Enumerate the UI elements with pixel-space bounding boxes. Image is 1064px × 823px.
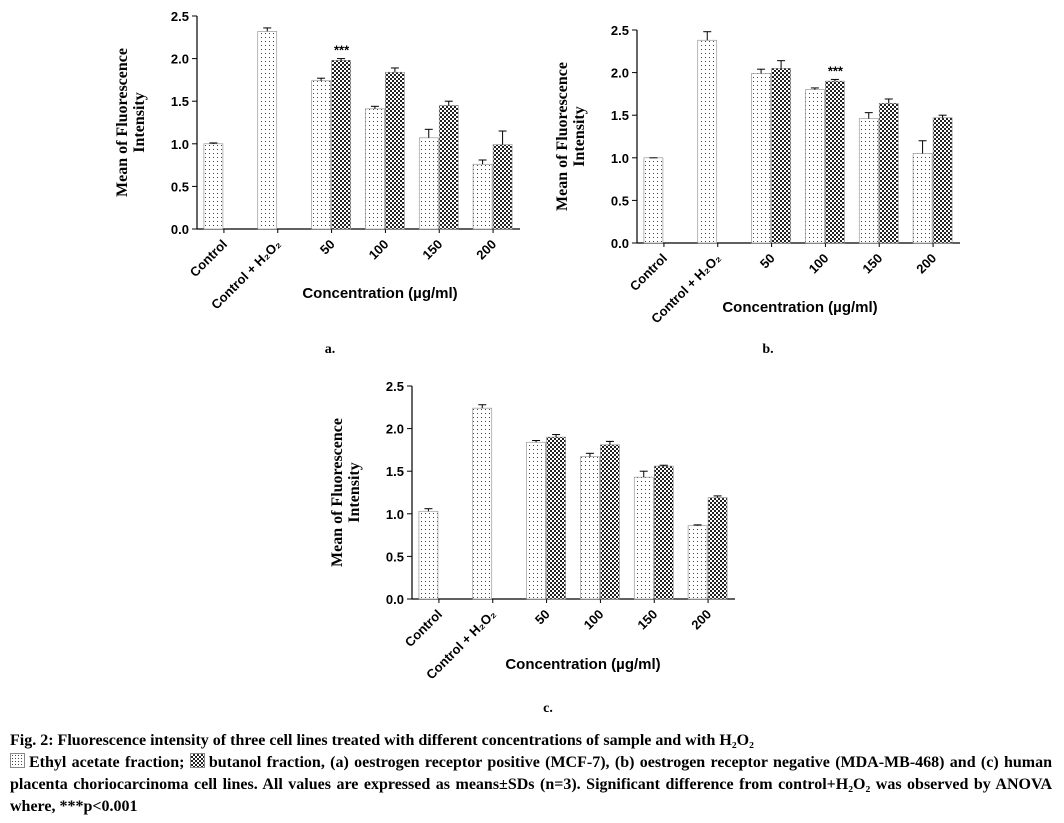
y-tick-label: 1.0: [611, 151, 629, 166]
x-tick-label: 200: [688, 607, 714, 633]
x-tick-label: 100: [581, 607, 607, 633]
caption: Fig. 2: Fluorescence intensity of three …: [10, 730, 1052, 818]
caption-text: , (a) oestrogen receptor positive (MCF-7…: [10, 754, 1053, 815]
y-tick-label: 0.5: [171, 179, 189, 194]
bar: [472, 163, 493, 230]
bar: [492, 144, 513, 230]
y-tick-label: 0.0: [611, 236, 629, 251]
x-tick-label: 200: [473, 237, 499, 263]
bar: [365, 108, 385, 230]
legend-label: butanol fraction: [208, 754, 321, 771]
x-tick-label: Control: [187, 237, 230, 280]
y-tick-label: 1.5: [386, 464, 404, 479]
bar: [653, 465, 674, 600]
bar: [257, 31, 278, 230]
x-tick-label: 50: [532, 607, 553, 628]
y-tick-label: 1.0: [171, 137, 189, 152]
caption-separator: ;: [179, 754, 185, 771]
annotation: ***: [334, 43, 350, 58]
y-axis-label: Mean of Fluorescence: [329, 418, 346, 567]
bar: [633, 476, 654, 600]
y-tick-label: 2.0: [386, 422, 404, 437]
y-axis-label: Mean of Fluorescence: [554, 62, 571, 211]
x-axis-label: Concentration (µg/ml): [505, 656, 660, 673]
y-tick-label: 0.0: [171, 222, 189, 237]
y-tick-label: 2.5: [611, 23, 629, 38]
annotation: ***: [828, 63, 844, 78]
y-tick-label: 0.5: [386, 549, 404, 564]
bar: [912, 153, 933, 244]
bar: [858, 118, 879, 244]
x-tick-label: 150: [859, 251, 885, 277]
y-tick-label: 2.5: [171, 9, 189, 24]
y-tick-label: 1.5: [171, 94, 189, 109]
bar: [751, 73, 771, 244]
panel-label: c.: [543, 701, 553, 716]
bar: [203, 143, 224, 230]
bar: [385, 71, 405, 230]
x-tick-label: 100: [366, 237, 392, 263]
legend-swatch: [10, 753, 25, 768]
y-tick-label: 2.0: [611, 66, 629, 81]
bar: [580, 456, 600, 600]
bar: [546, 436, 566, 600]
bar: [932, 117, 953, 244]
bar: [687, 525, 708, 600]
bar: [526, 441, 546, 600]
caption-body: Ethyl acetate fraction; butanol fraction…: [10, 752, 1052, 818]
bar: [600, 444, 620, 600]
bar: [825, 80, 845, 244]
bar: [472, 407, 493, 600]
y-tick-label: 2.0: [171, 52, 189, 67]
y-axis-label: Intensity: [131, 92, 148, 152]
bar: [643, 157, 664, 244]
y-axis-label: Intensity: [346, 462, 363, 522]
x-axis-label: Concentration (µg/ml): [302, 285, 457, 302]
x-tick-label: Control: [402, 607, 445, 650]
legend-swatch: [189, 753, 205, 768]
x-tick-label: 50: [757, 251, 778, 272]
x-tick-label: 200: [913, 251, 939, 277]
x-tick-label: Control: [627, 251, 670, 294]
legend-label: Ethyl acetate fraction: [29, 754, 180, 771]
y-tick-label: 1.5: [611, 108, 629, 123]
bar: [878, 102, 899, 244]
x-axis-label: Concentration (µg/ml): [722, 299, 877, 316]
bar: [707, 497, 728, 600]
x-tick-label: 150: [634, 607, 660, 633]
y-tick-label: 1.0: [386, 507, 404, 522]
panel-label: b.: [762, 342, 773, 357]
caption-title: Fig. 2: Fluorescence intensity of three …: [10, 732, 754, 749]
bar: [805, 89, 825, 244]
panel-label: a.: [325, 342, 336, 357]
x-tick-label: 50: [317, 237, 338, 258]
y-tick-label: 0.0: [386, 592, 404, 607]
bar: [697, 39, 718, 244]
bar: [311, 80, 331, 230]
y-axis-label: Intensity: [571, 106, 588, 166]
y-tick-label: 2.5: [386, 379, 404, 394]
bar: [418, 137, 439, 230]
bar: [418, 510, 439, 600]
bar: [438, 105, 459, 230]
bar: [331, 60, 351, 230]
x-tick-label: 150: [419, 237, 445, 263]
bar: [771, 68, 791, 244]
x-tick-label: 100: [806, 251, 832, 277]
y-tick-label: 0.5: [611, 193, 629, 208]
y-axis-label: Mean of Fluorescence: [114, 48, 131, 197]
